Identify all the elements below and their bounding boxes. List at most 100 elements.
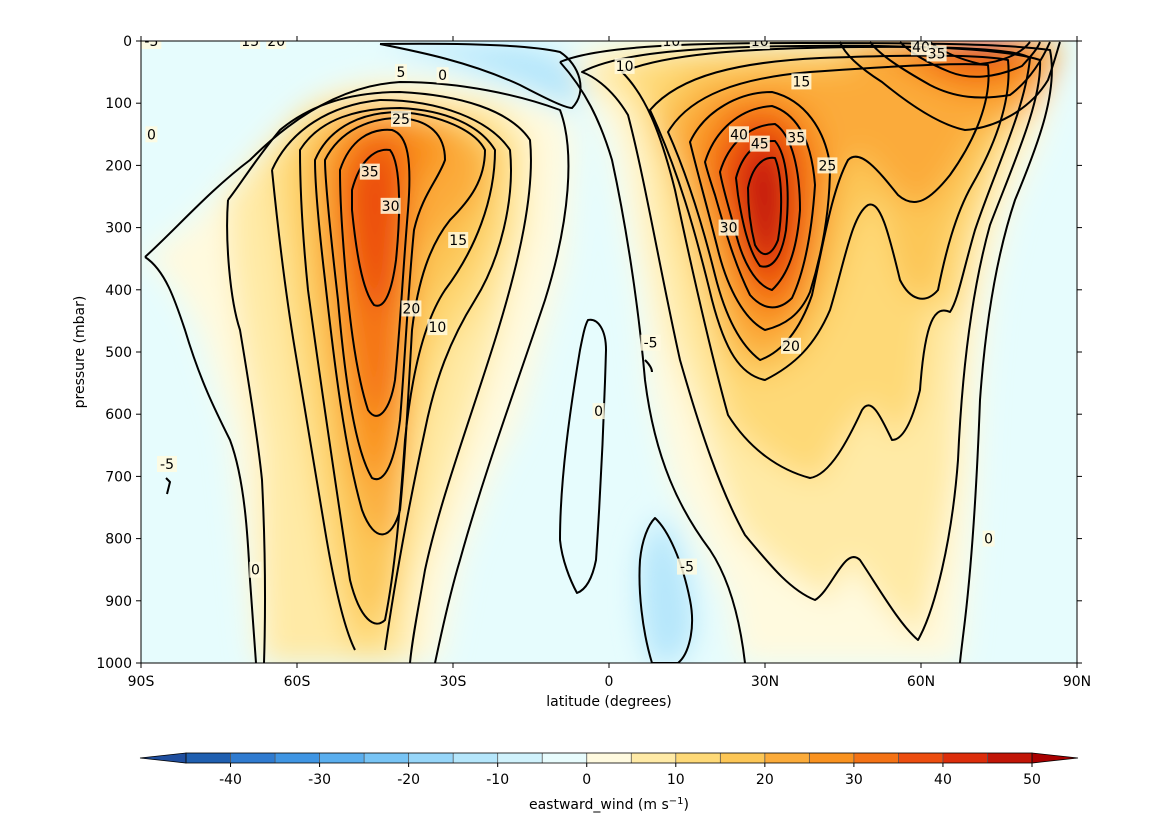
contour-label-bg-7 [359, 163, 380, 180]
y-tick-label-1: 100 [105, 96, 132, 112]
contour-label-bg-0 [141, 41, 162, 49]
colorbar-tick-label-2: -20 [397, 772, 420, 788]
contour-nh-20 [667, 63, 990, 361]
contour-label-bg-24 [817, 157, 838, 174]
contour-label-bg-2 [266, 41, 287, 49]
colorbar-tick-label-0: -40 [219, 772, 242, 788]
contour-label-bg-28 [926, 45, 947, 62]
y-tick-label-0: 0 [123, 34, 132, 50]
contour-nh-25 [689, 91, 831, 331]
contour-label-17: 10 [616, 59, 634, 75]
x-tick-label-2: 30S [440, 674, 467, 690]
contour-polar-25 [869, 41, 1051, 99]
colorbar-segment-6 [453, 753, 498, 763]
contour-label-11: 10 [428, 320, 446, 336]
contour-label-bg-16 [677, 558, 697, 575]
colorbar: -40 -30 -20 -10 0 10 20 30 40 50 [139, 752, 1079, 788]
contour-label-0: -5 [144, 34, 158, 50]
contour-label-14: -5 [644, 336, 658, 352]
contour-polar-30 [899, 41, 1041, 78]
y-tick-label-2: 200 [105, 158, 132, 174]
colorbar-segment-16 [898, 753, 943, 763]
contour-sh-10-south [271, 169, 356, 651]
contour-label-bg-22 [749, 135, 770, 152]
contour-label-bg-19 [749, 41, 770, 49]
colorbar-tick-label-8: 40 [934, 772, 952, 788]
colorbar-segment-0 [186, 753, 231, 763]
colorbar-extend-over [1031, 752, 1079, 764]
contour-label-13: 0 [251, 563, 260, 579]
contour-sh-5-south [226, 199, 267, 663]
x-tick-label-4: 30N [751, 674, 779, 690]
contour-label-15: 0 [594, 404, 603, 420]
contour-label-bg-13 [249, 561, 262, 578]
colorbar-frame [185, 752, 1033, 764]
sh-strat-easterlies [380, 44, 585, 108]
tropical-easterlies [640, 520, 695, 663]
contour-label-bg-23 [786, 129, 807, 146]
contour-sh-10 [271, 99, 512, 651]
contour-label-bg-29 [982, 530, 995, 547]
contour-nh-30 [704, 105, 816, 309]
x-tick-label-0: 90S [128, 674, 155, 690]
contour-label-bg-5 [145, 126, 158, 143]
contour-eq-zero [559, 318, 607, 594]
contour-label-1: 15 [241, 34, 259, 50]
colorbar-segment-15 [853, 753, 899, 763]
contour-sh-strat-neg [379, 42, 582, 109]
colorbar-segment-13 [764, 753, 810, 763]
colorbar-segment-2 [275, 753, 320, 763]
x-axis: 90S 60S 30S 0 30N 60N 90N [128, 36, 1091, 690]
contour-label-bg-25 [718, 219, 739, 236]
contour-label-8: 30 [382, 199, 400, 215]
colorbar-tick-label-9: 50 [1023, 772, 1041, 788]
contour-label-21: 40 [730, 127, 748, 143]
contour-label-26: 20 [782, 339, 800, 355]
contour-label-23: 35 [787, 130, 805, 146]
colorbar-segment-5 [408, 753, 454, 763]
colorbar-segment-18 [987, 753, 1032, 763]
y-tick-label-4: 400 [105, 283, 132, 299]
colorbar-segment-8 [542, 753, 587, 763]
colorbar-tick-label-3: -10 [486, 772, 509, 788]
colorbar-segment-11 [675, 753, 721, 763]
colorbar-label: eastward_wind (m s−1) [529, 796, 689, 814]
contour-sh-35 [351, 148, 401, 307]
colorbar-segment-3 [319, 753, 365, 763]
contour-label-2: 20 [267, 34, 285, 50]
contour-nh-10 [621, 45, 1031, 479]
contour-label-22: 45 [751, 137, 769, 153]
contour-label-3: 5 [397, 65, 406, 81]
colorbar-label-close: ) [684, 797, 689, 813]
contour-label-16: -5 [680, 560, 694, 576]
contour-label-bg-18 [661, 41, 682, 49]
contour-polar-20 [839, 41, 1061, 131]
colorbar-tick-label-6: 20 [756, 772, 774, 788]
contour-label-27: 40 [912, 40, 930, 56]
contour-label-bg-4 [436, 67, 449, 84]
x-tick-label-1: 60S [284, 674, 311, 690]
contour-label-28: 35 [928, 46, 946, 62]
contour-label-bg-15 [592, 403, 605, 420]
contour-nh-45 [747, 156, 783, 255]
contour-sh-20 [314, 111, 486, 536]
contour-label-9: 15 [449, 233, 467, 249]
contour-nh-0 [559, 42, 1053, 663]
y-tick-label-7: 700 [105, 469, 132, 485]
y-tick-label-10: 1000 [96, 656, 132, 672]
contour-label-12: -5 [160, 457, 174, 473]
colorbar-segment-4 [364, 753, 409, 763]
colorbar-segment-7 [497, 753, 543, 763]
y-axis-title: pressure (mbar) [72, 296, 88, 409]
x-tick-label-3: 0 [605, 674, 614, 690]
contour-label-bg-26 [781, 337, 801, 354]
sh-jet-level-35 [350, 150, 400, 310]
contour-sh-0-south [144, 256, 257, 663]
contour-label-bg-8 [380, 197, 401, 214]
colorbar-tick-label-7: 30 [845, 772, 863, 788]
colorbar-segment-10 [631, 753, 676, 763]
contour-nh-0-west [559, 61, 746, 663]
y-tick-label-8: 800 [105, 532, 132, 548]
